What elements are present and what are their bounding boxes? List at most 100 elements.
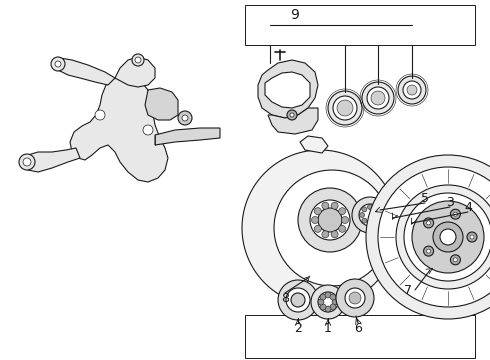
Text: 6: 6 (354, 321, 362, 334)
Circle shape (345, 288, 365, 308)
Ellipse shape (367, 87, 389, 109)
Text: 4: 4 (464, 201, 472, 213)
Circle shape (389, 217, 395, 223)
Circle shape (135, 57, 141, 63)
Circle shape (290, 113, 294, 117)
Circle shape (298, 188, 362, 252)
Polygon shape (268, 108, 318, 134)
Circle shape (339, 208, 345, 215)
Circle shape (366, 155, 490, 319)
Polygon shape (70, 75, 168, 182)
Circle shape (331, 202, 338, 209)
Polygon shape (242, 150, 391, 306)
Circle shape (315, 225, 321, 232)
Circle shape (378, 167, 490, 307)
Circle shape (310, 200, 350, 240)
Circle shape (311, 285, 345, 319)
Circle shape (380, 208, 404, 232)
Circle shape (433, 222, 463, 252)
Circle shape (453, 212, 458, 216)
Polygon shape (55, 58, 115, 85)
Circle shape (286, 288, 310, 312)
Circle shape (427, 249, 431, 253)
Circle shape (352, 197, 388, 233)
Circle shape (359, 204, 381, 226)
Ellipse shape (398, 76, 426, 104)
Circle shape (322, 231, 329, 238)
Ellipse shape (333, 96, 357, 120)
Circle shape (182, 115, 188, 121)
Circle shape (360, 212, 365, 217)
Circle shape (362, 218, 367, 223)
Circle shape (330, 294, 336, 300)
Ellipse shape (328, 91, 362, 125)
Circle shape (412, 201, 484, 273)
Polygon shape (115, 57, 155, 87)
Circle shape (278, 280, 318, 320)
Text: 8: 8 (281, 292, 289, 305)
Polygon shape (145, 88, 178, 120)
Circle shape (453, 258, 458, 262)
Circle shape (320, 294, 326, 300)
Circle shape (315, 208, 321, 215)
Ellipse shape (407, 85, 417, 95)
Ellipse shape (406, 217, 415, 233)
Ellipse shape (403, 81, 421, 99)
Circle shape (404, 193, 490, 281)
Circle shape (23, 158, 31, 166)
Text: 9: 9 (291, 8, 299, 22)
Circle shape (318, 208, 342, 232)
Circle shape (332, 299, 338, 305)
Circle shape (287, 110, 297, 120)
Text: 5: 5 (421, 192, 429, 204)
Circle shape (342, 216, 348, 224)
Circle shape (368, 220, 372, 225)
Circle shape (373, 207, 378, 212)
Circle shape (318, 292, 338, 312)
Ellipse shape (362, 82, 394, 114)
Polygon shape (258, 60, 318, 118)
Circle shape (55, 61, 61, 67)
Bar (245, 5, 475, 45)
Circle shape (396, 185, 490, 289)
Circle shape (375, 212, 381, 217)
Circle shape (322, 202, 329, 209)
Circle shape (132, 54, 144, 66)
Circle shape (143, 125, 153, 135)
Text: 1: 1 (324, 321, 332, 334)
Circle shape (95, 110, 105, 120)
Text: 2: 2 (294, 321, 302, 334)
Circle shape (320, 304, 326, 310)
Circle shape (312, 216, 318, 224)
Circle shape (450, 255, 461, 265)
Circle shape (330, 304, 336, 310)
Circle shape (318, 299, 324, 305)
Circle shape (368, 204, 372, 210)
Circle shape (373, 218, 378, 223)
Text: 3: 3 (446, 195, 454, 208)
Ellipse shape (371, 91, 385, 105)
Circle shape (423, 246, 434, 256)
Circle shape (291, 293, 305, 307)
Circle shape (349, 292, 361, 304)
Polygon shape (300, 136, 328, 153)
Circle shape (325, 292, 331, 298)
Circle shape (423, 218, 434, 228)
Ellipse shape (402, 213, 418, 237)
Polygon shape (155, 128, 220, 145)
Circle shape (440, 229, 456, 245)
Polygon shape (24, 148, 80, 172)
Circle shape (362, 207, 367, 212)
Circle shape (336, 279, 374, 317)
Circle shape (467, 232, 477, 242)
Circle shape (51, 57, 65, 71)
Ellipse shape (337, 100, 353, 116)
Text: 7: 7 (404, 284, 412, 297)
Polygon shape (265, 72, 310, 108)
Circle shape (19, 154, 35, 170)
Circle shape (385, 213, 399, 227)
Circle shape (450, 209, 461, 219)
Circle shape (325, 306, 331, 312)
Circle shape (470, 235, 474, 239)
Bar (245, 315, 475, 358)
